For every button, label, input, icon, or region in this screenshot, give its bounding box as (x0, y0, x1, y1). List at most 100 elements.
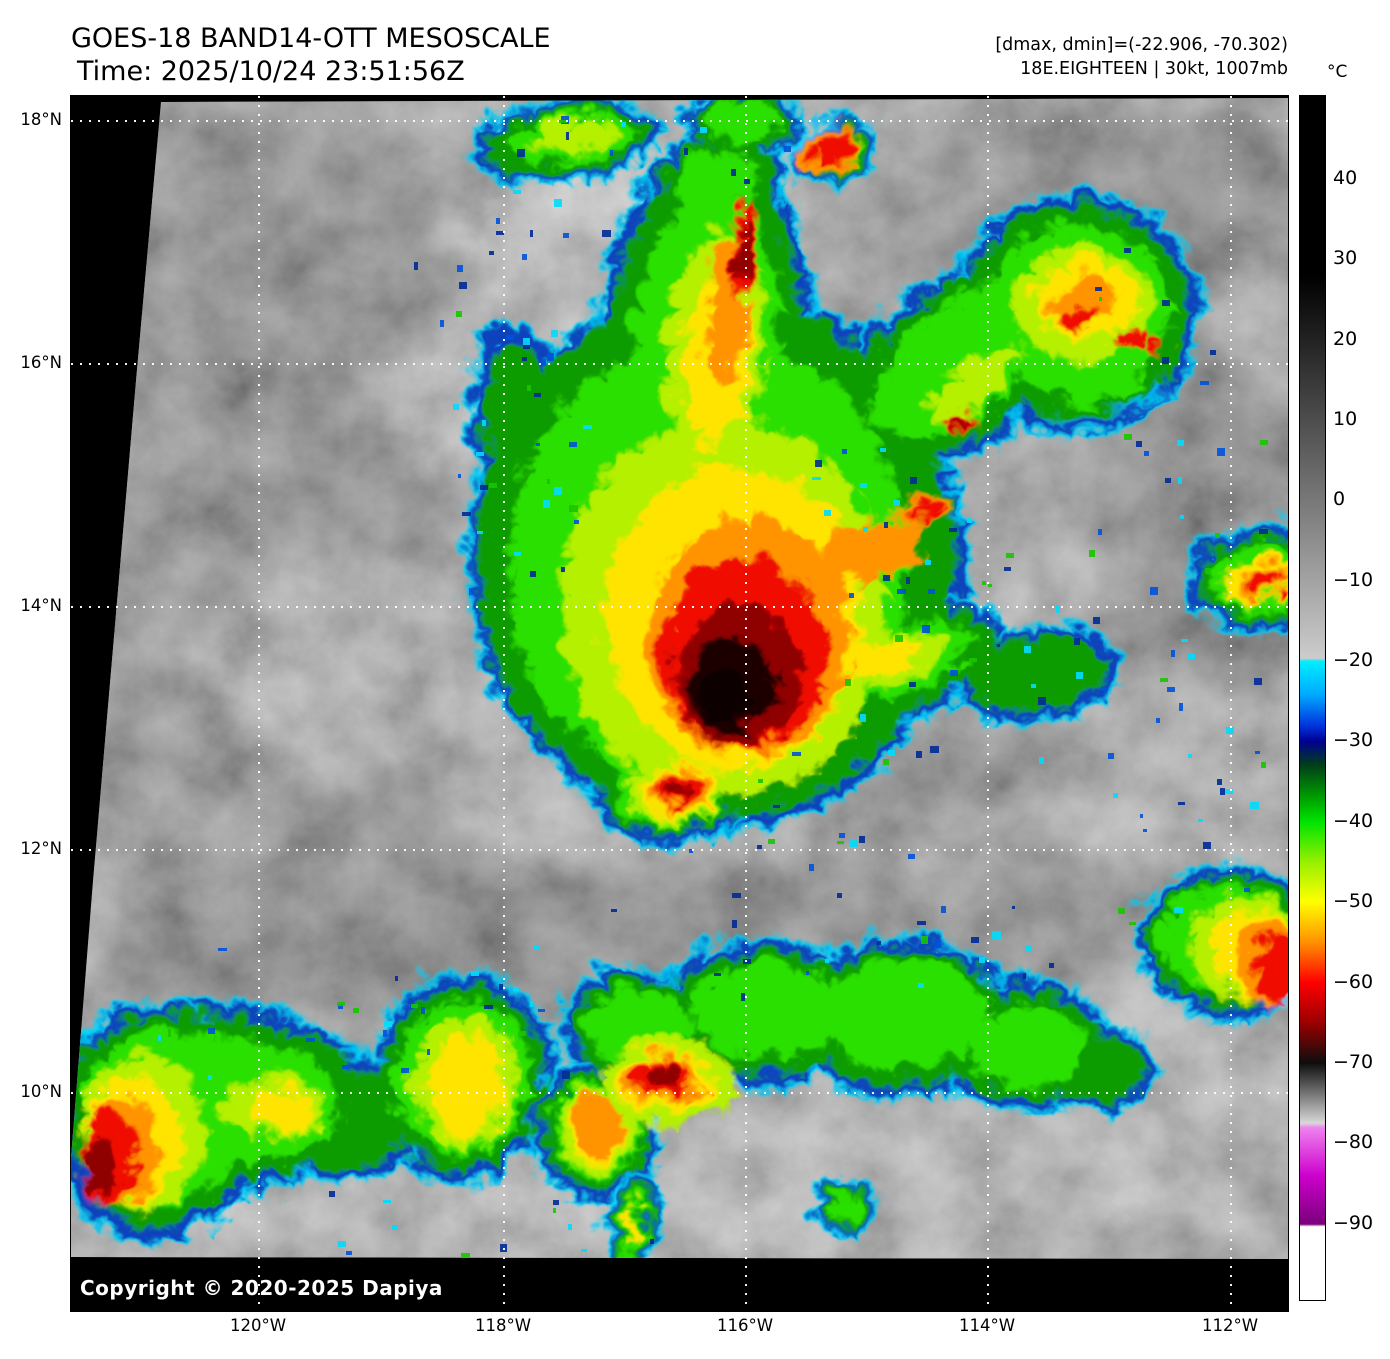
speckle (1167, 687, 1175, 692)
speckle (784, 146, 791, 152)
speckle (1188, 754, 1192, 758)
speckle (477, 531, 483, 534)
speckle (530, 230, 533, 237)
speckle (1215, 533, 1220, 538)
speckle (1178, 477, 1182, 484)
speckle (1262, 538, 1266, 542)
speckle (910, 477, 917, 484)
temperature-colorbar (1299, 95, 1326, 1301)
speckle (849, 593, 854, 598)
speckle (815, 460, 822, 467)
speckle (338, 1004, 343, 1009)
speckle (346, 1251, 352, 1255)
cloud-blob (567, 1086, 615, 1150)
speckle (909, 682, 916, 687)
speckle (401, 1068, 409, 1073)
speckle (906, 577, 910, 584)
speckle (837, 841, 844, 844)
speckle (1178, 802, 1185, 805)
speckle (1198, 819, 1203, 822)
speckle (921, 936, 928, 944)
colorbar-tick-label: −90 (1333, 1211, 1374, 1234)
speckle (1038, 697, 1046, 705)
speckle (513, 987, 519, 991)
speckle (731, 169, 736, 176)
lat-tick-label: 18°N (20, 110, 62, 129)
speckle (554, 487, 562, 495)
speckle (845, 679, 851, 686)
speckle (1095, 287, 1102, 291)
speckle (860, 483, 867, 488)
speckle (792, 752, 801, 756)
speckle (569, 505, 578, 512)
speckle (1259, 529, 1268, 534)
speckle (489, 483, 497, 488)
speckle (1098, 529, 1102, 535)
colorbar-tick-label: 40 (1333, 166, 1358, 189)
speckle (1179, 703, 1183, 711)
cloud-blob (75, 1130, 111, 1186)
speckle (897, 589, 906, 594)
lat-tick-label: 14°N (20, 596, 62, 615)
cloud-blob (803, 513, 919, 579)
speckle (918, 983, 924, 988)
colorbar-unit-label: °C (1327, 62, 1348, 82)
colorbar-tick-label: −70 (1333, 1050, 1374, 1073)
speckle (917, 921, 926, 925)
speckle (877, 941, 881, 945)
speckle (1140, 814, 1143, 818)
speckle (1012, 906, 1015, 909)
ir-temperature-layer (696, 660, 746, 716)
speckle (1031, 684, 1036, 688)
speckle (530, 1001, 533, 1007)
speckle (1254, 678, 1262, 685)
speckle (534, 393, 541, 397)
speckle (1203, 842, 1211, 849)
speckle (383, 1030, 387, 1037)
speckle (566, 132, 569, 140)
speckle (1181, 639, 1188, 642)
speckle (884, 522, 888, 528)
speckle (1136, 441, 1142, 447)
speckle (863, 527, 868, 532)
cloud-blob (701, 235, 731, 287)
speckle (1162, 357, 1169, 364)
cloud-blob (1140, 330, 1162, 346)
speckle (732, 920, 737, 928)
speckle (1160, 678, 1168, 682)
colorbar-tick-label: −20 (1333, 649, 1374, 671)
speckle (518, 1031, 526, 1036)
cloud-blob (824, 1188, 858, 1214)
timestamp-label: Time: 2025/10/24 23:51:56Z (77, 56, 465, 87)
cloud-blob (1113, 321, 1143, 341)
speckle (559, 120, 567, 123)
lon-tick-label: 118°W (474, 1316, 532, 1335)
lon-tick-label: 112°W (1201, 1316, 1259, 1335)
colorbar-tick-label: −50 (1333, 890, 1374, 913)
speckle (1089, 550, 1095, 557)
speckle (414, 262, 418, 270)
lon-tick-label: 116°W (716, 1316, 774, 1335)
speckle (1200, 381, 1209, 385)
lon-tick-label: 120°W (229, 1316, 287, 1335)
speckle (1217, 448, 1225, 456)
speckle (1205, 568, 1211, 574)
speckle (689, 849, 693, 853)
speckle (684, 148, 688, 155)
cloud-blob (686, 956, 836, 1052)
speckle (530, 571, 536, 577)
cloud-blob (423, 1029, 499, 1133)
speckle (1156, 718, 1160, 723)
speckle (971, 937, 979, 943)
speckle (916, 751, 922, 758)
lat-tick-label: 10°N (20, 1082, 62, 1101)
cloud-blob (667, 144, 751, 204)
speckle (1101, 687, 1108, 691)
speckle (1165, 478, 1171, 483)
speckle (880, 448, 886, 452)
speckle (950, 670, 958, 676)
cloud-blob (621, 1196, 635, 1240)
cloud-blob (959, 629, 1099, 703)
speckle (1006, 553, 1014, 558)
speckle (700, 127, 707, 133)
